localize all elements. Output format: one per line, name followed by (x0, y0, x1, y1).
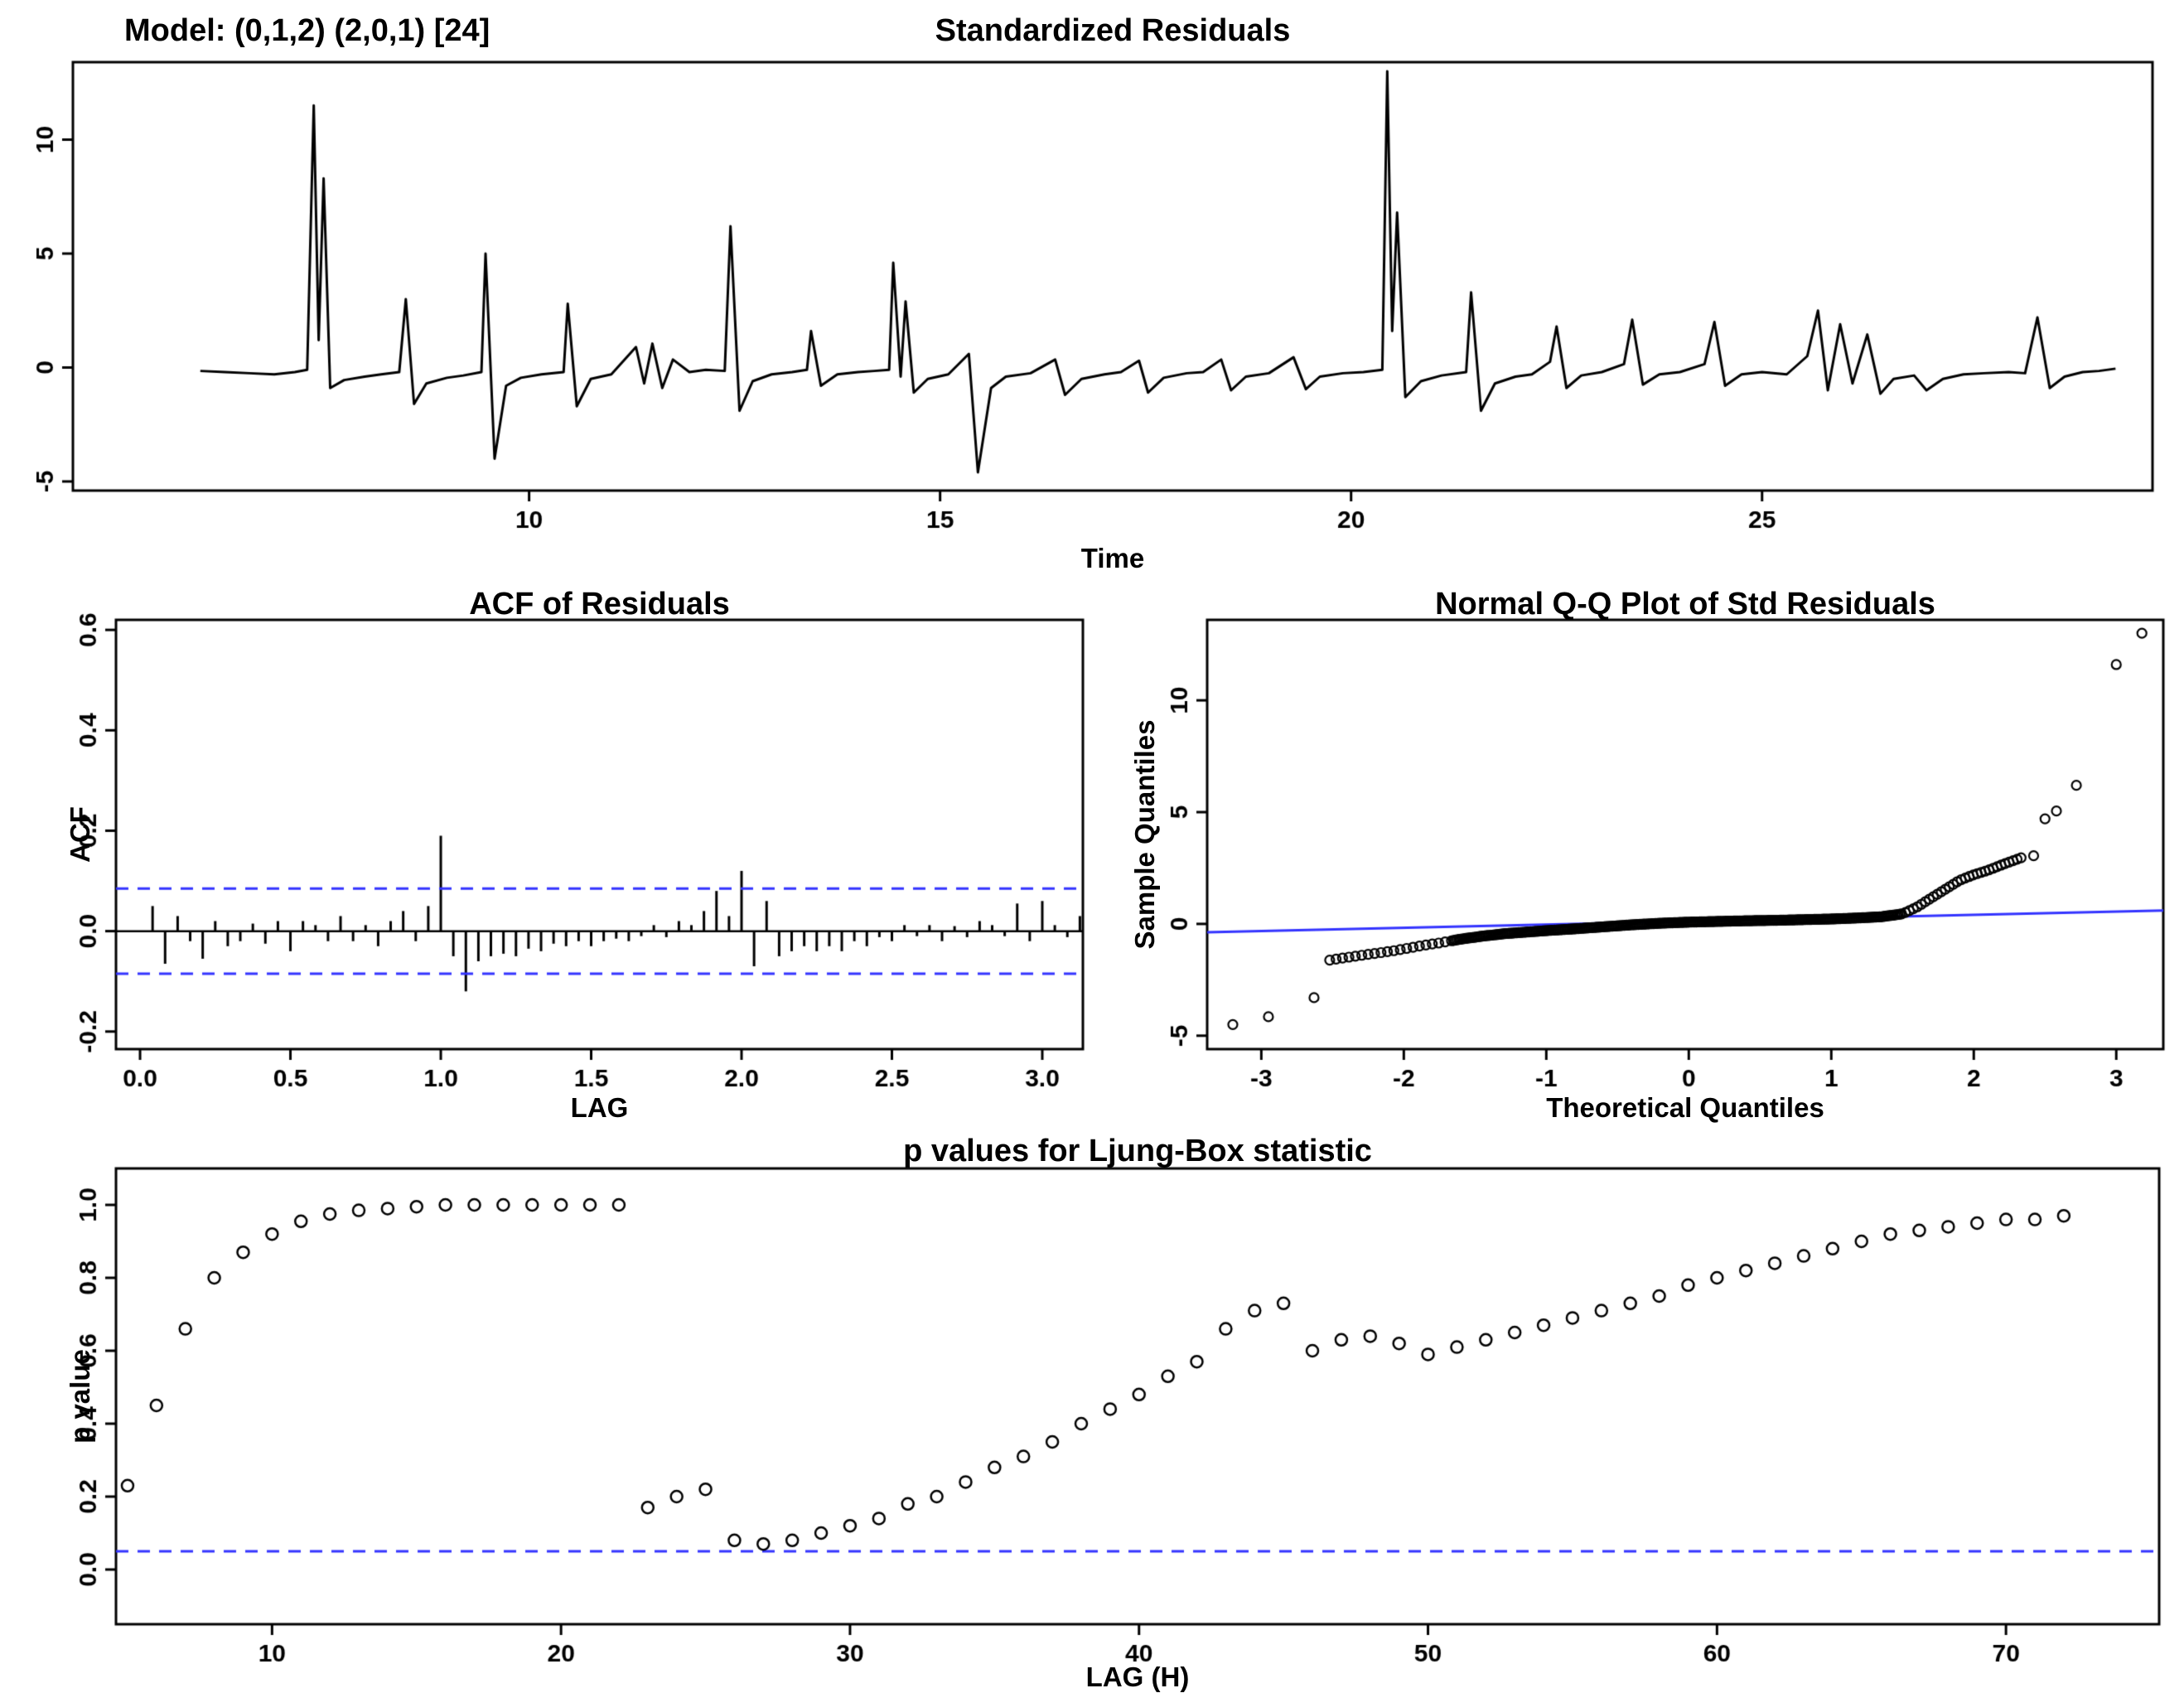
ljung-box-plot-canvas (0, 1131, 2184, 1693)
acf-title: ACF of Residuals (469, 587, 730, 622)
ljung-box-ylabel: p value (65, 1349, 95, 1444)
residuals-title: Standardized Residuals (935, 13, 1291, 48)
model-label: Model: (0,1,2) (2,0,1) [24] (124, 13, 490, 48)
ljung-box-xlabel: LAG (H) (1085, 1662, 1190, 1692)
residuals-xlabel: Time (1080, 543, 1145, 573)
ljung-box-title: p values for Ljung-Box statistic (903, 1134, 1372, 1168)
qq-xlabel: Theoretical Quantiles (1546, 1092, 1824, 1123)
qq-title: Normal Q-Q Plot of Std Residuals (1435, 587, 1935, 622)
residuals-plot-canvas (0, 0, 2184, 580)
qq-ylabel: Sample Quantiles (1129, 719, 1160, 950)
acf-xlabel: LAG (570, 1092, 629, 1123)
qq-plot-canvas (1114, 580, 2184, 1131)
acf-ylabel: ACF (65, 806, 95, 863)
acf-plot-canvas (0, 580, 1114, 1131)
